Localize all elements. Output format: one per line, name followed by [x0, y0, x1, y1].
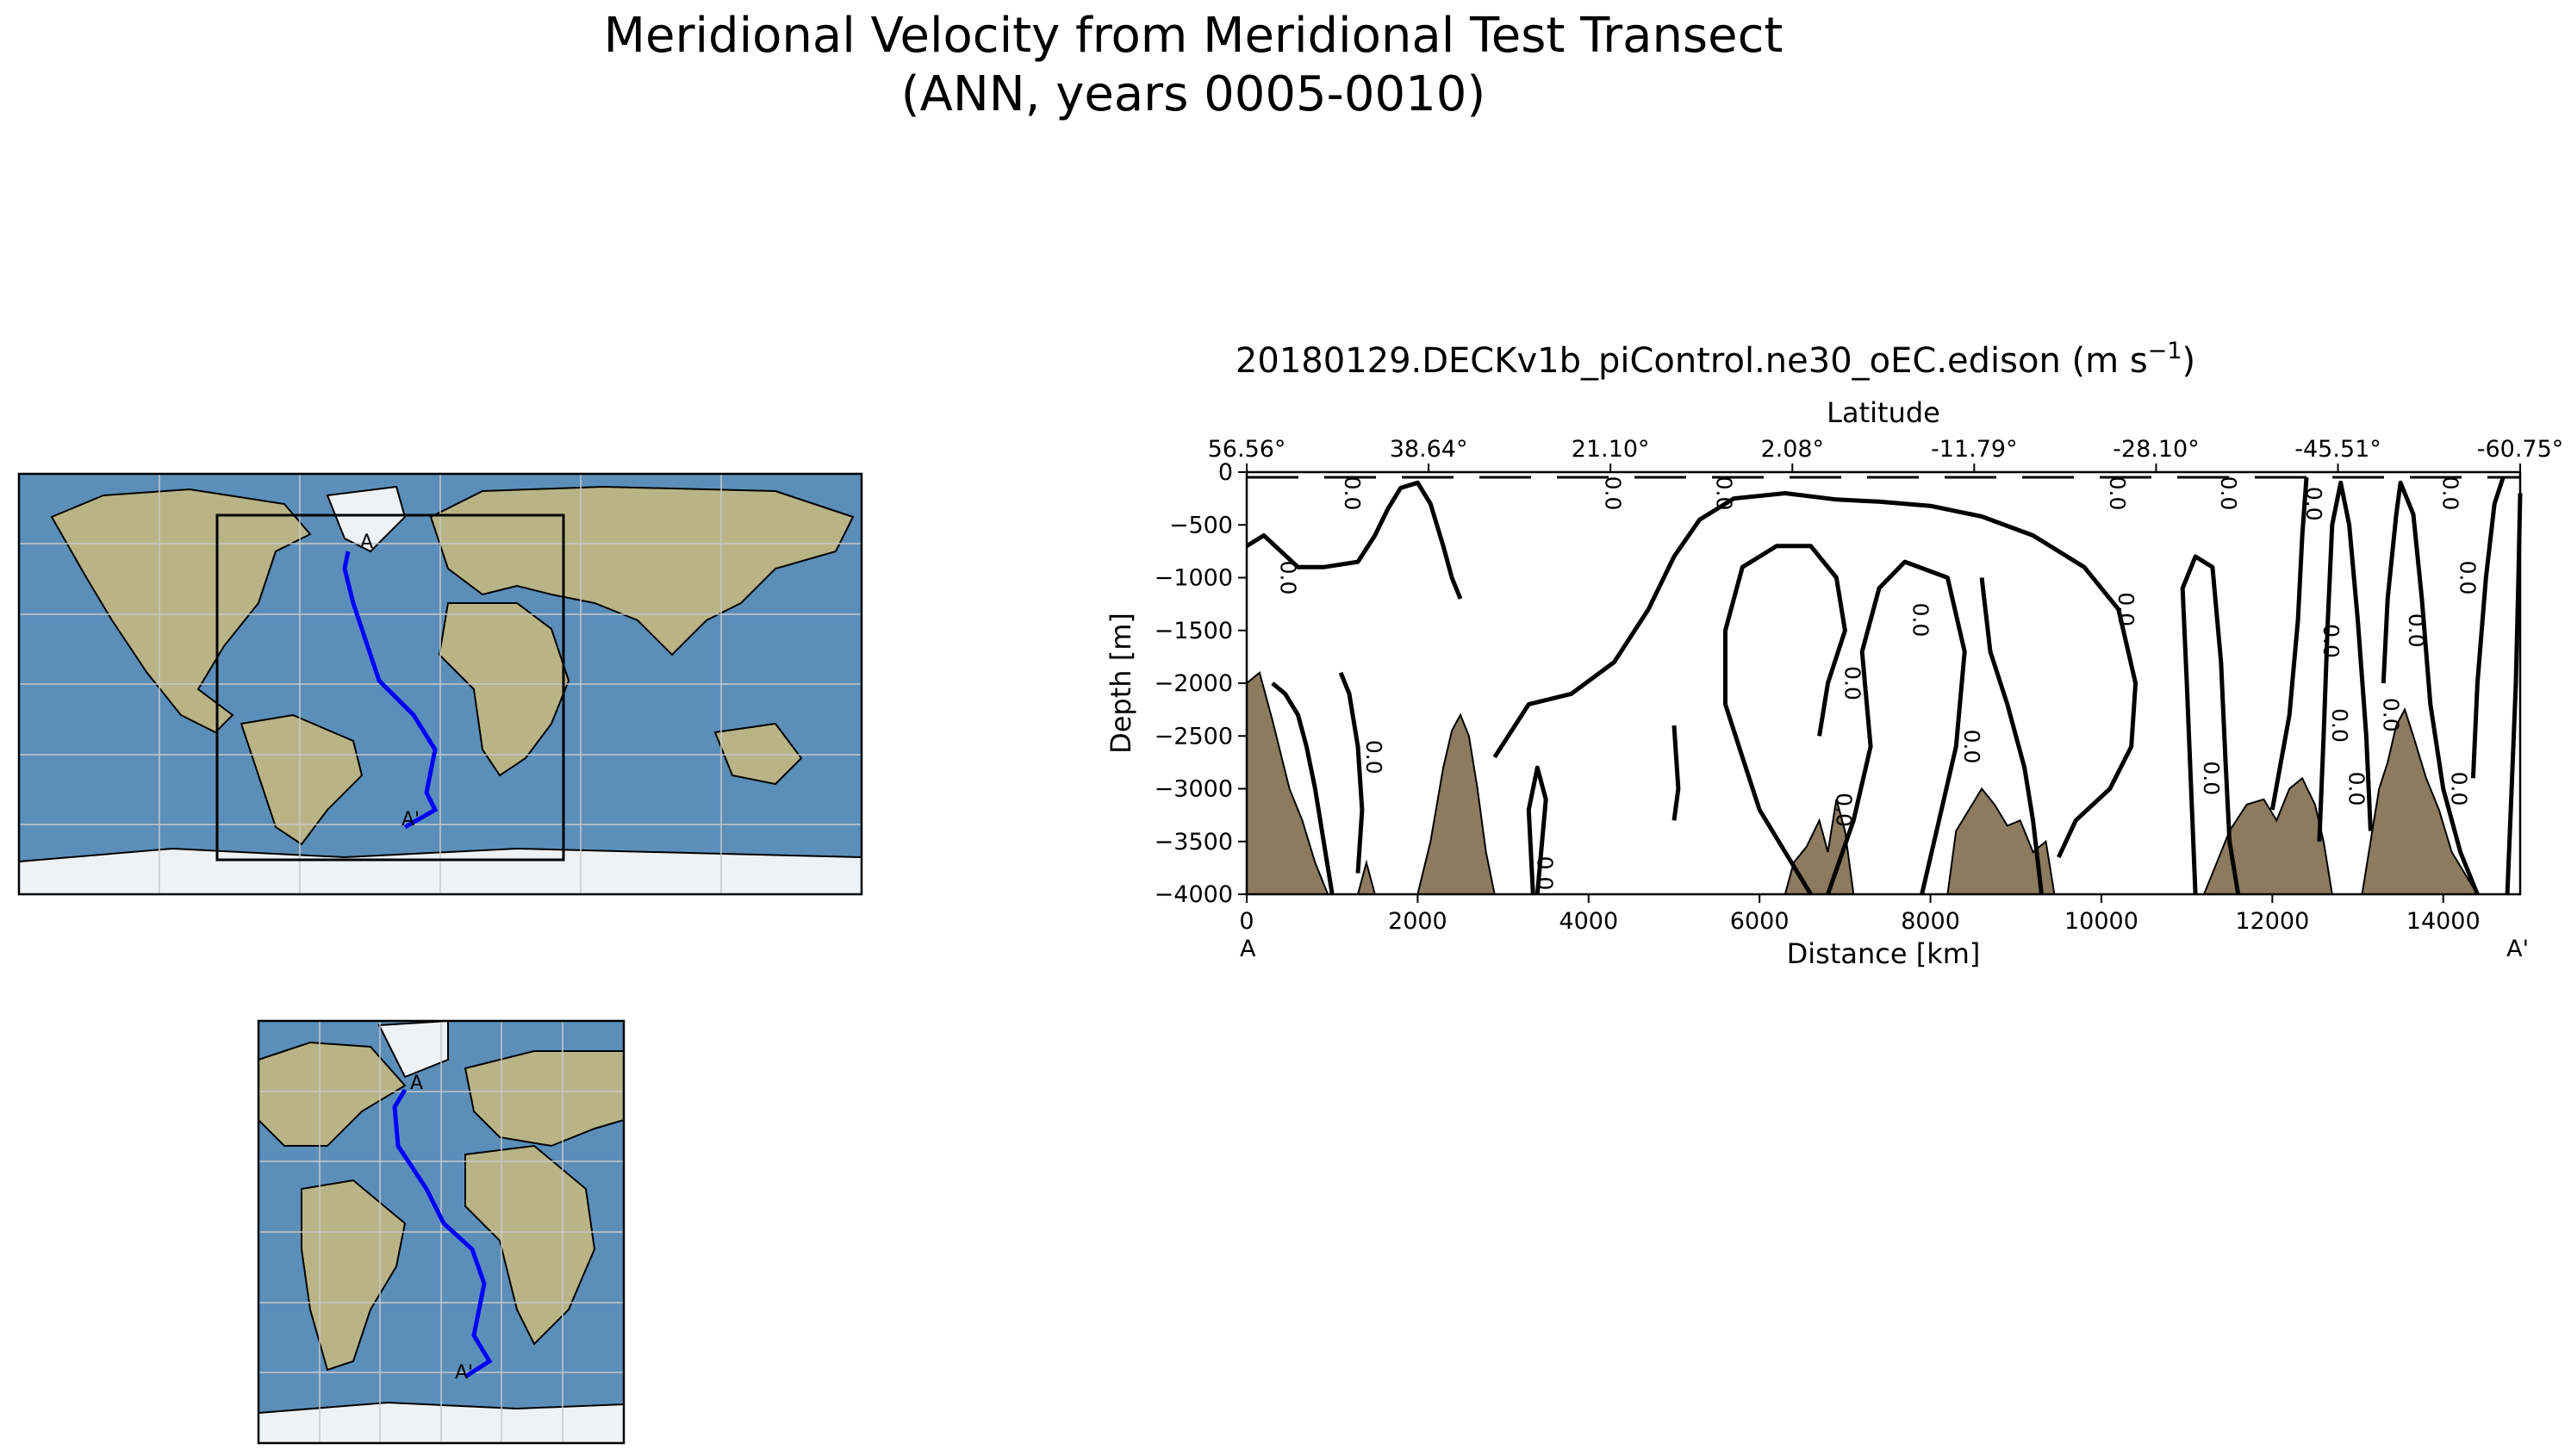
y-tick-label: −3500 [1155, 829, 1233, 856]
contour-label: 0.0 [1361, 740, 1386, 775]
y-tick-label: −3000 [1155, 776, 1233, 803]
contour-label: 0.0 [1840, 666, 1864, 700]
x-tick-label: 6000 [1730, 908, 1790, 935]
global-map: A A' [17, 472, 863, 896]
contour-line-9 [2180, 554, 2241, 895]
x-axis-ticks: 0 2000 4000 6000 8000 10000 12000 14000 [1239, 894, 2481, 935]
x-tick-label: 14000 [2406, 908, 2481, 935]
contour-label: 0.0 [2447, 772, 2472, 806]
y-tick-label: 0 [1218, 459, 1233, 486]
contour-line-1 [1271, 681, 1335, 895]
contour-label: 0.0 [2438, 476, 2463, 511]
y-axis-label: Depth [m] [1105, 613, 1137, 754]
x-tick-label: 0 [1239, 908, 1254, 935]
contour-line-2 [1338, 671, 1365, 874]
y-tick-label: −2000 [1155, 670, 1233, 697]
x-tick-label: 12000 [2235, 908, 2309, 935]
contour-label: 0.0 [1601, 476, 1626, 511]
zoom-region-box [215, 513, 565, 862]
chart-title: 20180129.DECKv1b_piControl.ne30_oEC.edis… [1236, 338, 2195, 381]
contour-label: 0.0 [2105, 476, 2130, 511]
bathymetry-fill [1246, 671, 2480, 895]
contour-line-7 [1826, 559, 1967, 895]
y-tick-label: −1000 [1155, 565, 1233, 592]
contour-labels: 0.0 0.0 0.0 0.0 0.0 0.0 0.0 0.0 0.0 0.0 0.0 0.0 0.0 0… [1276, 476, 2481, 891]
top-tick-label: -28.10° [2113, 436, 2200, 463]
global-map-frame [17, 472, 863, 896]
transect-start-label: A [1240, 936, 1256, 962]
contour-line-11 [2317, 480, 2373, 842]
figure-title: Meridional Velocity from Meridional Test… [0, 7, 2387, 124]
contour-line-3 [1492, 491, 2138, 859]
contour-line-8 [1979, 577, 2044, 895]
contour-label: 0.0 [1908, 603, 1933, 638]
contour-line-4 [1526, 765, 1548, 895]
zoom-transect-start-label: A [410, 1073, 423, 1094]
contour-label: 0.0 [2319, 624, 2344, 658]
zoom-map: A A' [257, 1019, 626, 1445]
contour-label: 0.0 [2216, 476, 2241, 511]
contour-line-13 [2470, 476, 2506, 779]
chart-title-main: 20180129.DECKv1b_piControl.ne30_oEC.edis… [1236, 341, 2148, 381]
transect-chart: 20180129.DECKv1b_piControl.ne30_oEC.edis… [1105, 338, 2563, 970]
top-tick-label: 2.08° [1760, 436, 1824, 463]
top-tick-label: 38.64° [1390, 436, 1468, 463]
global-transect-start-label: A [360, 532, 373, 553]
contour-line-10 [2269, 476, 2309, 811]
top-axis-ticks: 56.56° 38.64° 21.10° 2.08° -11.79° -28.10° -45… [1208, 436, 2564, 472]
contour-label: 0.0 [2199, 761, 2224, 795]
contour-label: 0.0 [2378, 698, 2403, 732]
y-tick-label: −2500 [1155, 723, 1233, 750]
contour-label: 0.0 [1340, 476, 1365, 511]
contour-line-14 [2505, 493, 2523, 895]
contour-label: 0.0 [1959, 730, 1984, 764]
plot-frame [1245, 470, 2522, 896]
x-tick-label: 2000 [1388, 908, 1447, 935]
zoom-map-land [258, 1019, 625, 1444]
transect-end-label: A' [2506, 936, 2529, 962]
y-tick-label: −500 [1169, 512, 1233, 538]
x-tick-label: 4000 [1559, 908, 1618, 935]
top-tick-label: 21.10° [1572, 436, 1650, 463]
global-transect-line [342, 551, 439, 830]
top-tick-label: -60.75° [2477, 436, 2564, 463]
top-tick-label: -45.51° [2294, 436, 2381, 463]
x-tick-label: 8000 [1901, 908, 1960, 935]
chart-title-suffix: ) [2182, 341, 2195, 381]
zoom-transect-line [392, 1088, 493, 1379]
y-tick-label: −4000 [1155, 881, 1233, 908]
contour-label: 0.0 [1712, 476, 1737, 511]
bathymetry [1246, 671, 2480, 895]
top-tick-label: -11.79° [1931, 436, 2018, 463]
chart-title-superscript: −1 [2148, 338, 2182, 364]
contour-label: 0.0 [2113, 592, 2138, 626]
global-transect-end-label: A' [402, 809, 420, 831]
figure-title-line2: (ANN, years 0005-0010) [900, 66, 1486, 122]
top-axis-label: Latitude [1827, 396, 1940, 429]
contour-lines [1245, 476, 2523, 896]
contour-label: 0.0 [1532, 856, 1557, 891]
figure-title-line1: Meridional Velocity from Meridional Test… [603, 8, 1784, 64]
contour-line-12 [2381, 480, 2480, 895]
zoom-map-frame [257, 1019, 626, 1445]
contour-line-5 [1671, 725, 1681, 821]
contour-line-0 [1245, 480, 1463, 600]
top-tick-label: 56.56° [1208, 436, 1286, 463]
y-tick-label: −1500 [1155, 618, 1233, 644]
global-map-gridlines [19, 474, 862, 894]
contour-label: 0.0 [1276, 561, 1301, 595]
zoom-map-gridlines [258, 1021, 624, 1443]
contour-label: 0.0 [2301, 487, 2326, 521]
contour-line-6 [1723, 544, 1847, 896]
x-axis-label: Distance [km] [1787, 937, 1981, 970]
contour-label: 0.0 [2456, 561, 2481, 595]
contour-label: 0.0 [2327, 708, 2352, 743]
x-tick-label: 10000 [2064, 908, 2138, 935]
y-axis-ticks: 0 −500 −1000 −1500 −2000 −2500 −3000 −3500 −4000 [1155, 459, 1247, 908]
contour-label: 0.0 [2404, 613, 2429, 648]
zoom-transect-end-label: A' [455, 1362, 473, 1384]
contour-label: 0.0 [1831, 793, 1856, 827]
contour-label: 0.0 [2344, 772, 2369, 806]
